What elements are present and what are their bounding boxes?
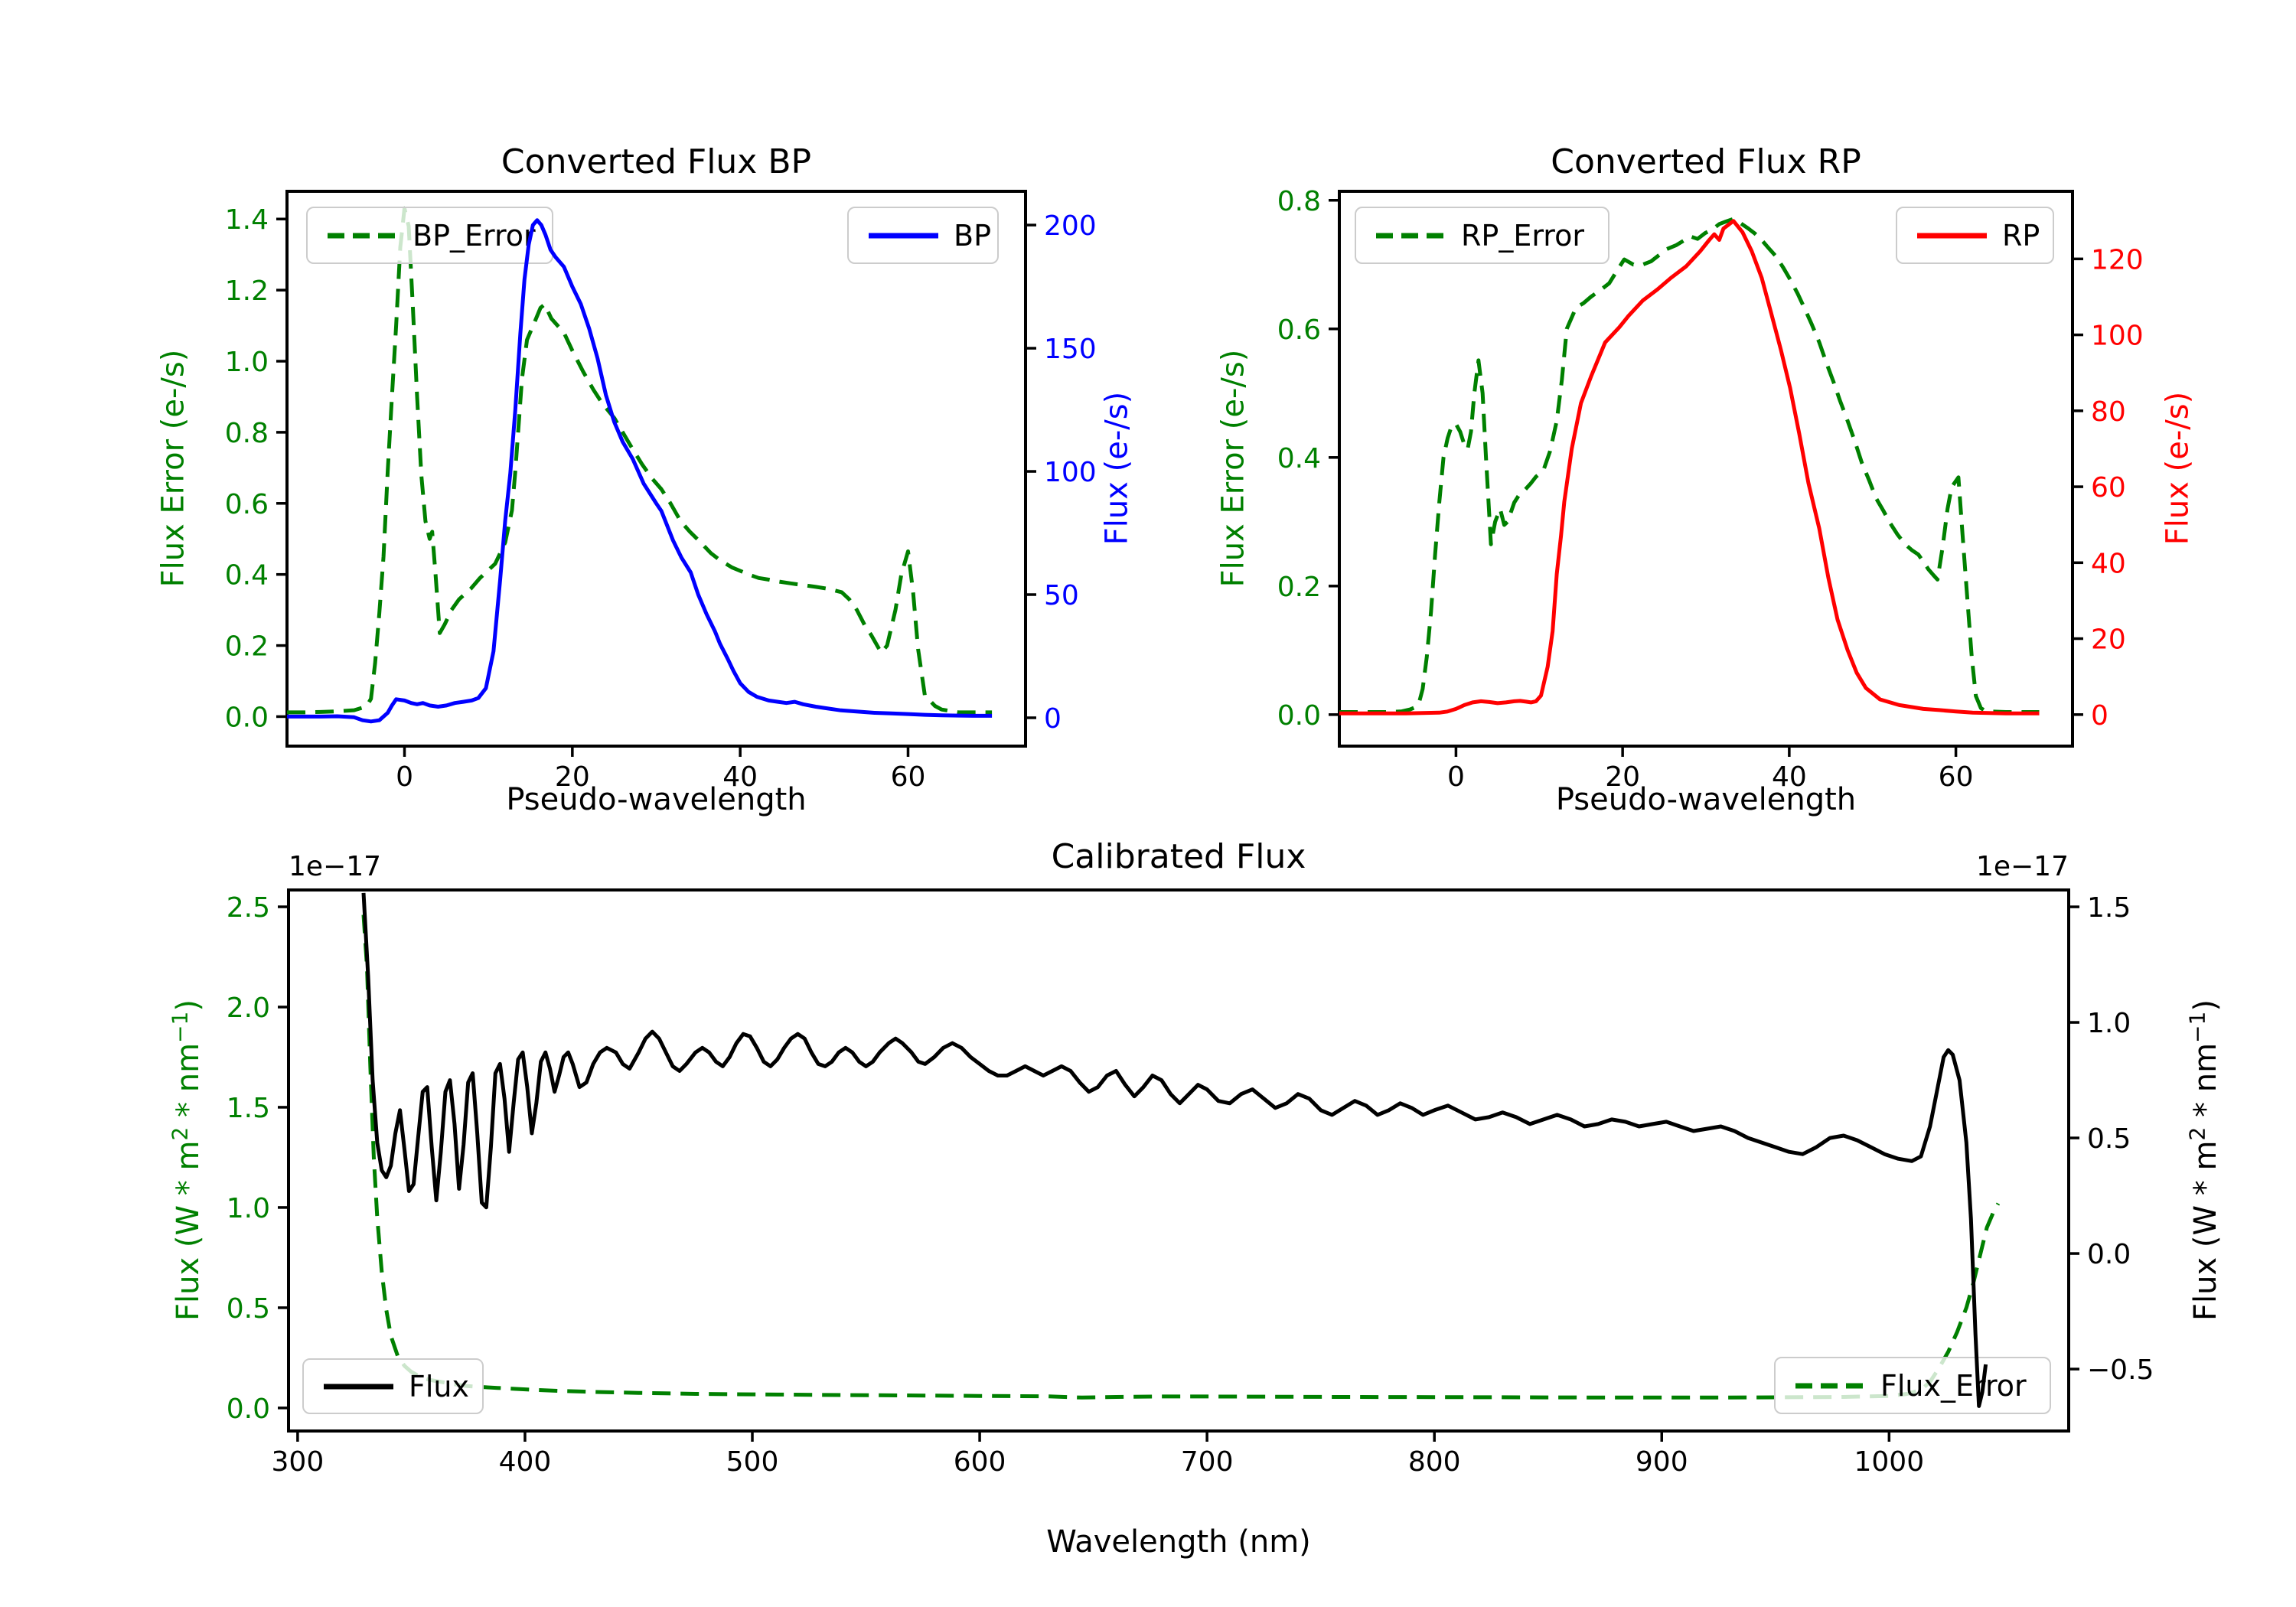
svg-text:800: 800 [1408, 1446, 1461, 1478]
svg-text:60: 60 [891, 761, 926, 793]
flux-error-legend-sample-icon [1795, 1383, 1865, 1388]
svg-text:100: 100 [1044, 457, 1097, 488]
svg-text:0: 0 [1447, 761, 1465, 793]
svg-text:60: 60 [2091, 472, 2126, 504]
flux-error-legend: Flux_Error [1774, 1357, 2051, 1414]
flux-legend: Flux [302, 1358, 484, 1414]
svg-text:0.0: 0.0 [225, 702, 269, 733]
bp-xaxis-label: Pseudo-wavelength [506, 782, 807, 817]
calibrated-left-axis-label: Flux (W * m2 * nm−1) [167, 999, 206, 1321]
svg-text:100: 100 [2091, 321, 2144, 352]
svg-text:60: 60 [1939, 761, 1974, 793]
svg-text:0.4: 0.4 [1277, 443, 1321, 474]
rp-legend-label: RP [2002, 218, 2040, 253]
svg-text:0.8: 0.8 [1277, 186, 1321, 217]
svg-text:0: 0 [2091, 700, 2108, 732]
svg-text:1.0: 1.0 [225, 347, 269, 378]
svg-text:2.0: 2.0 [227, 993, 270, 1024]
svg-text:700: 700 [1181, 1446, 1234, 1478]
bp-legend-sample-icon [869, 233, 938, 238]
svg-text:−0.5: −0.5 [2087, 1354, 2154, 1386]
svg-text:200: 200 [1044, 210, 1097, 242]
calibrated-right-axis-label: Flux (W * m2 * nm−1) [2184, 999, 2223, 1321]
svg-text:1.4: 1.4 [225, 204, 269, 236]
svg-text:1.2: 1.2 [225, 275, 269, 307]
svg-text:500: 500 [726, 1446, 779, 1478]
calibrated-left-offset-text: 1e−17 [289, 851, 382, 882]
bp-chart-title: Converted Flux BP [501, 142, 812, 181]
svg-text:0.0: 0.0 [227, 1393, 270, 1425]
rp-error-legend: RP_Error [1355, 207, 1609, 264]
calibrated-chart-title: Calibrated Flux [1051, 837, 1306, 876]
svg-text:1.0: 1.0 [2087, 1008, 2131, 1039]
svg-text:2.5: 2.5 [227, 892, 270, 924]
bp-legend-label: BP [954, 218, 991, 253]
svg-text:1.5: 1.5 [2087, 892, 2131, 924]
svg-text:40: 40 [2091, 548, 2126, 579]
svg-text:80: 80 [2091, 396, 2126, 428]
rp-left-axis-label: Flux Error (e-/s) [1215, 349, 1251, 588]
svg-text:0.5: 0.5 [2087, 1123, 2131, 1155]
svg-text:600: 600 [954, 1446, 1006, 1478]
bp-error-legend: BP_Error [306, 207, 553, 264]
svg-text:20: 20 [555, 761, 590, 793]
svg-text:0.0: 0.0 [2087, 1239, 2131, 1270]
svg-text:0: 0 [1044, 703, 1062, 735]
bp-error-legend-sample-icon [328, 233, 397, 238]
bp-error-legend-label: BP_Error [413, 218, 536, 253]
svg-text:0.2: 0.2 [225, 631, 269, 663]
rp-error-legend-sample-icon [1376, 233, 1446, 238]
calibrated-right-offset-text: 1e−17 [1975, 851, 2069, 882]
bp-right-axis-label: Flux (e-/s) [1099, 391, 1135, 546]
svg-text:40: 40 [1772, 761, 1807, 793]
svg-text:0.4: 0.4 [225, 560, 269, 592]
flux-error-legend-label: Flux_Error [1880, 1368, 2027, 1403]
svg-text:1.5: 1.5 [227, 1093, 270, 1124]
rp-error-legend-label: RP_Error [1461, 218, 1584, 253]
svg-text:1.0: 1.0 [227, 1193, 270, 1224]
svg-text:1000: 1000 [1854, 1446, 1925, 1478]
svg-text:0.2: 0.2 [1277, 572, 1321, 603]
svg-text:0.5: 0.5 [227, 1293, 270, 1325]
rp-xaxis-label: Pseudo-wavelength [1555, 782, 1857, 817]
svg-text:400: 400 [499, 1446, 552, 1478]
flux-legend-sample-icon [324, 1384, 393, 1389]
svg-text:0.6: 0.6 [1277, 315, 1321, 346]
svg-text:120: 120 [2091, 244, 2144, 275]
rp-legend: RP [1896, 207, 2054, 264]
svg-text:0.6: 0.6 [225, 489, 269, 520]
svg-text:0.0: 0.0 [1277, 700, 1321, 732]
svg-text:900: 900 [1636, 1446, 1688, 1478]
svg-text:20: 20 [2091, 624, 2126, 656]
calibrated-xaxis-label: Wavelength (nm) [1046, 1524, 1311, 1560]
rp-right-axis-label: Flux (e-/s) [2160, 391, 2196, 546]
svg-text:300: 300 [272, 1446, 325, 1478]
svg-text:40: 40 [722, 761, 758, 793]
svg-text:150: 150 [1044, 334, 1097, 365]
bp-left-axis-label: Flux Error (e-/s) [155, 349, 191, 588]
svg-text:50: 50 [1044, 580, 1079, 611]
bp-legend: BP [847, 207, 999, 264]
flux-legend-label: Flux [409, 1369, 469, 1403]
rp-legend-sample-icon [1917, 233, 1987, 238]
svg-text:0.8: 0.8 [225, 418, 269, 449]
rp-chart-title: Converted Flux RP [1551, 142, 1861, 181]
svg-text:20: 20 [1605, 761, 1640, 793]
svg-text:0: 0 [396, 761, 413, 793]
